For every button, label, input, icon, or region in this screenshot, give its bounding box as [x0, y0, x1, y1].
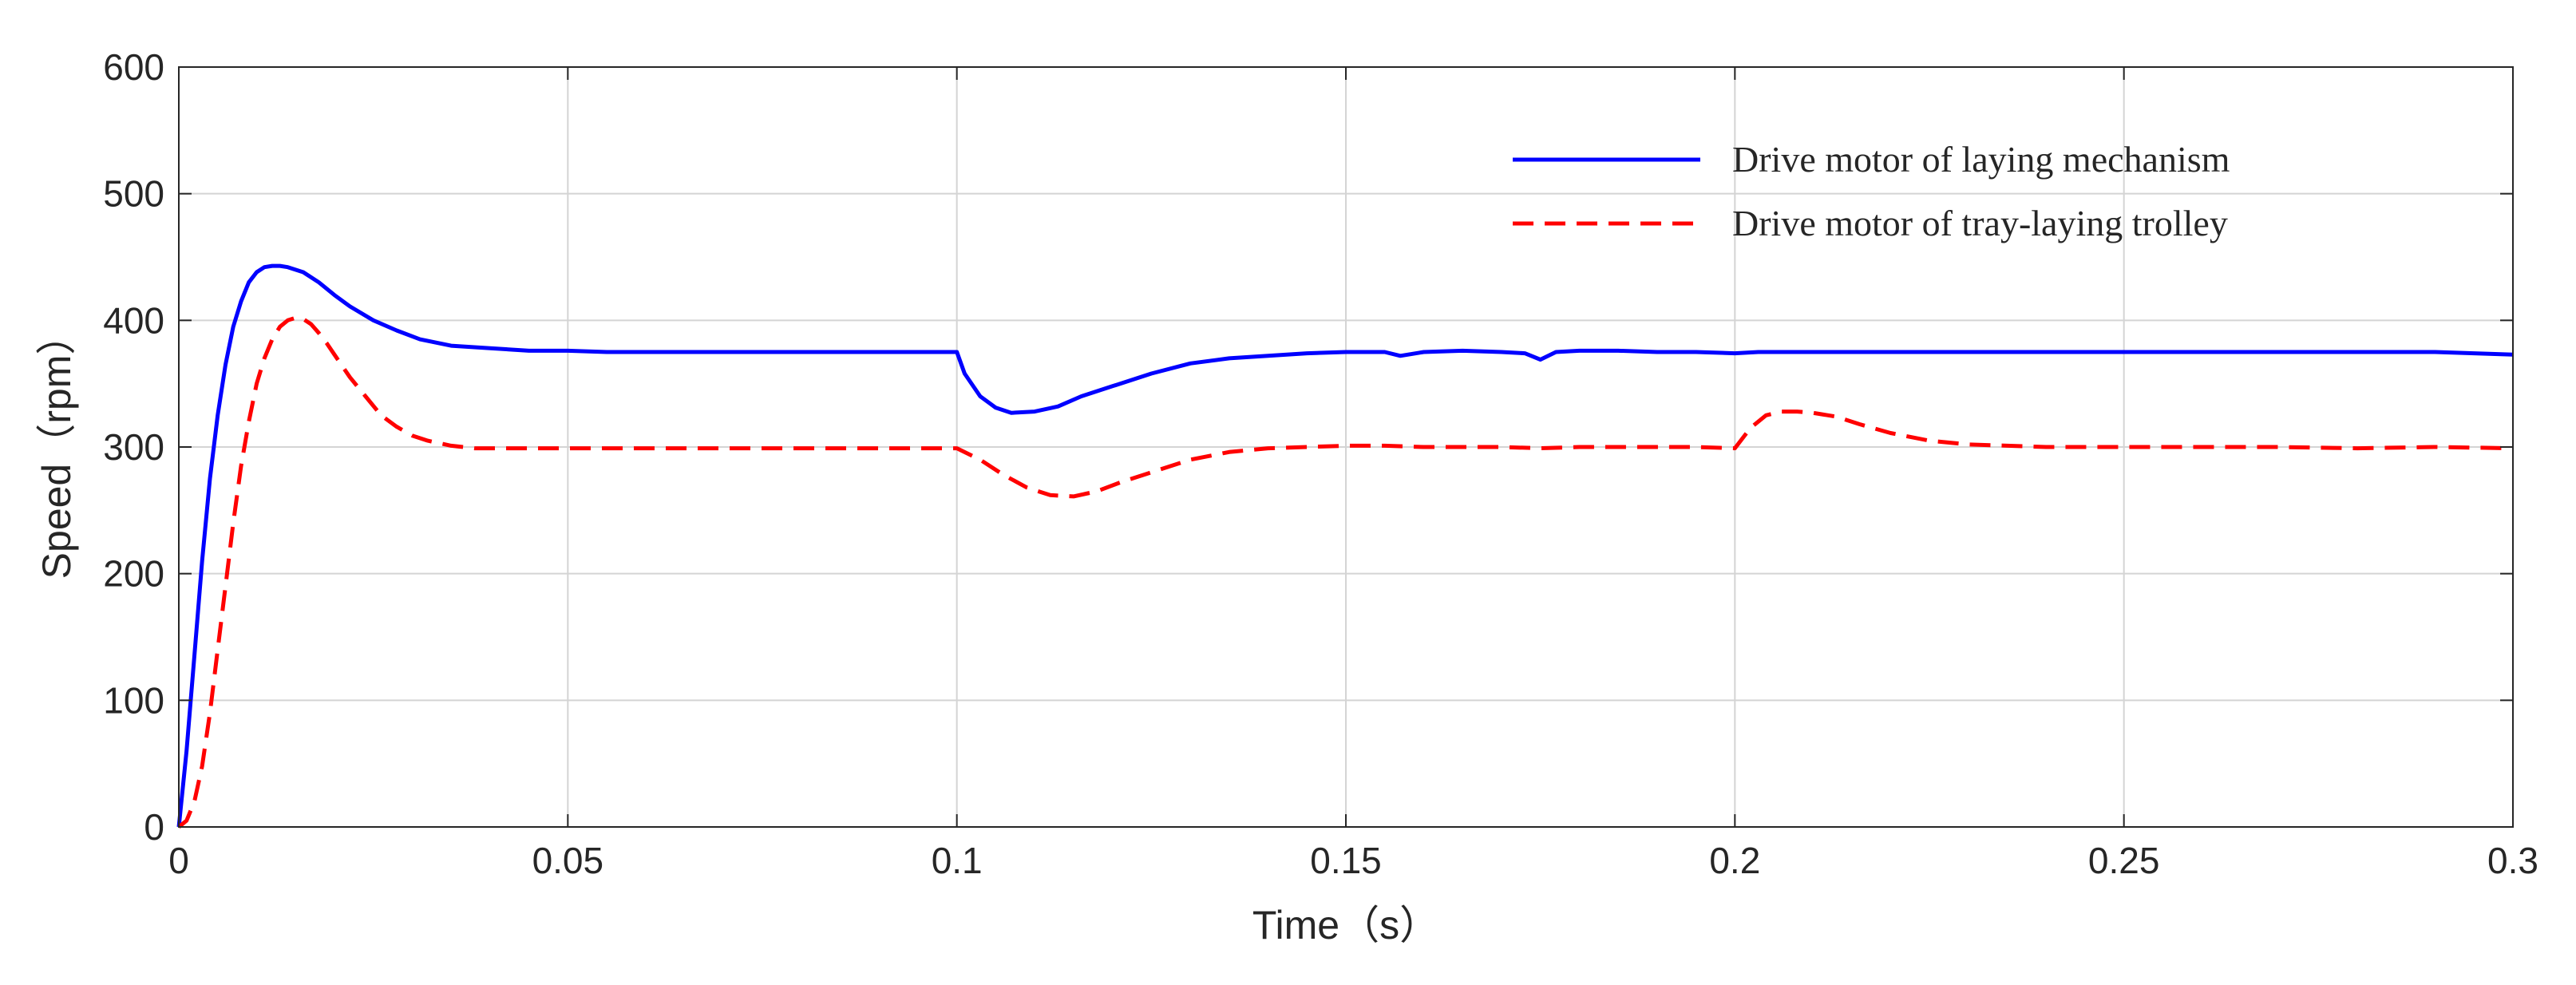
y-tick-label-2: 200 — [103, 553, 164, 595]
x-tick-label-4: 0.2 — [1709, 840, 1760, 881]
x-tick-label-1: 0.05 — [532, 840, 604, 881]
y-tick-label-5: 500 — [103, 173, 164, 215]
y-tick-label-0: 0 — [144, 806, 164, 848]
y-axis-label: Speed（rpm） — [34, 315, 79, 580]
series-line-1 — [177, 315, 2514, 829]
axis-ticks — [178, 66, 2514, 828]
x-tick-label-0: 0 — [168, 840, 189, 881]
y-tick-labels: 0 100 200 300 400 500 600 — [103, 46, 164, 848]
y-tick-label-3: 300 — [103, 426, 164, 468]
y-tick-label-6: 600 — [103, 46, 164, 88]
x-tick-label-2: 0.1 — [932, 840, 983, 881]
series-lines — [176, 263, 2514, 829]
legend: Drive motor of laying mechanism Drive mo… — [1513, 139, 2230, 243]
x-tick-label-5: 0.25 — [2088, 840, 2160, 881]
x-tick-label-3: 0.15 — [1310, 840, 1382, 881]
legend-label-tray-laying-trolley: Drive motor of tray-laying trolley — [1732, 203, 2228, 243]
y-tick-label-1: 100 — [103, 679, 164, 721]
x-tick-labels: 0 0.05 0.1 0.15 0.2 0.25 0.3 — [168, 840, 2538, 881]
series-line-0 — [176, 263, 2514, 828]
legend-label-laying-mechanism: Drive motor of laying mechanism — [1732, 139, 2230, 180]
y-tick-label-4: 400 — [103, 299, 164, 341]
x-axis-label: Time（s） — [1252, 903, 1439, 947]
grid-lines — [179, 67, 2513, 827]
x-tick-label-6: 0.3 — [2487, 840, 2538, 881]
